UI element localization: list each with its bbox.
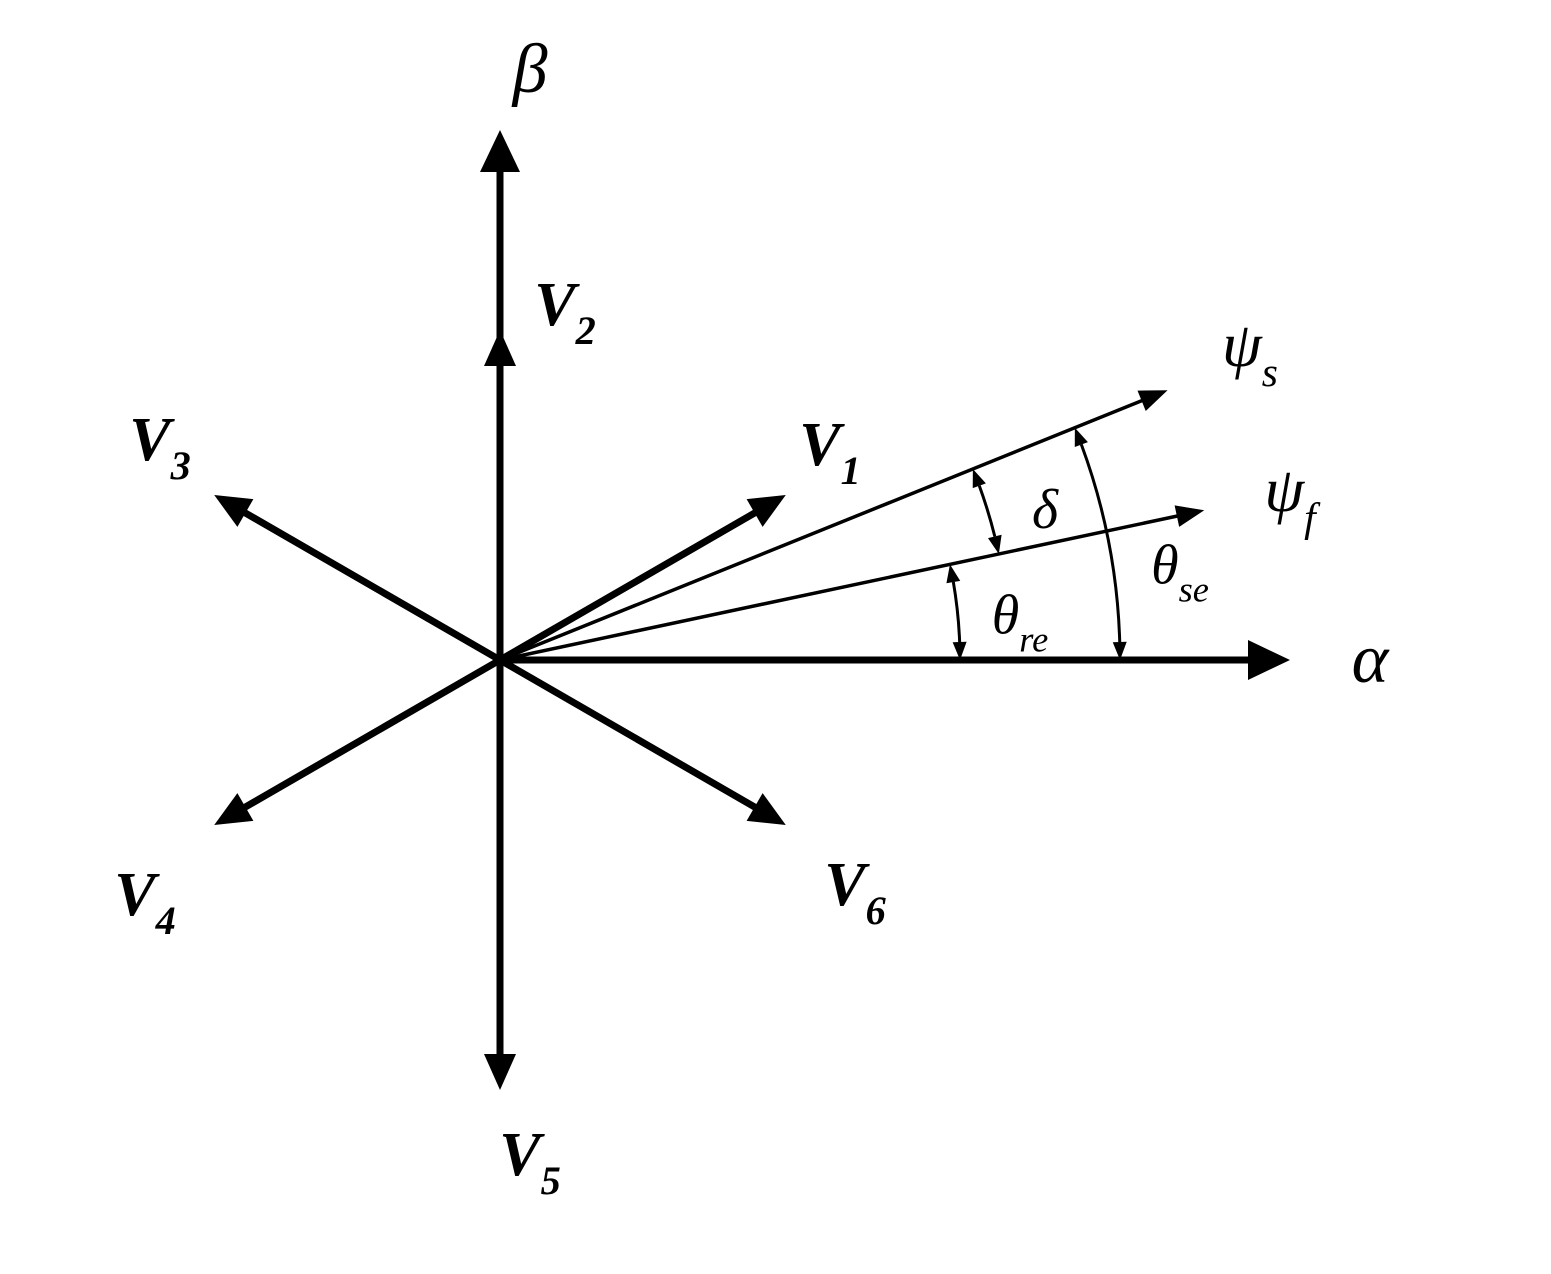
vector-V3-label-sub: 3 bbox=[171, 444, 191, 489]
axis-beta-label: β bbox=[513, 35, 548, 105]
vector-V5-head bbox=[484, 1054, 516, 1090]
arc-delta-arc bbox=[979, 486, 994, 537]
arc-delta-label: δ bbox=[1032, 482, 1058, 538]
flux-psi_s-label-base: ψ bbox=[1222, 309, 1262, 380]
vector-V3-label: V3 bbox=[129, 409, 191, 481]
flux-psi_f-label: ψf bbox=[1264, 458, 1315, 532]
flux-psi_f-shaft bbox=[500, 516, 1177, 660]
arc-theta_re-label-sub: re bbox=[1019, 619, 1048, 659]
flux-psi_s-label: ψs bbox=[1222, 313, 1278, 387]
arc-theta_se-label-base: θ bbox=[1151, 535, 1179, 597]
vector-V1-label-sub: 1 bbox=[841, 449, 861, 494]
axis-alpha-label-base: α bbox=[1352, 621, 1389, 698]
arc-theta_se-label-sub: se bbox=[1179, 569, 1209, 609]
vector-V5-label-sub: 5 bbox=[541, 1159, 561, 1204]
vector-V6-label: V6 bbox=[824, 854, 886, 926]
arc-delta-label-base: δ bbox=[1032, 479, 1058, 541]
flux-psi_f-label-base: ψ bbox=[1264, 454, 1304, 525]
arc-theta_re-label-base: θ bbox=[992, 585, 1020, 647]
vector-diagram: αβV1V2V3V4V5V6ψsψfθreδθse bbox=[0, 0, 1551, 1274]
axis-beta-head bbox=[480, 130, 520, 172]
axis-beta-label-base: β bbox=[513, 31, 548, 108]
vector-V4-label: V4 bbox=[114, 864, 176, 936]
vector-V6-label-sub: 6 bbox=[866, 889, 886, 934]
arc-theta_se-label: θse bbox=[1151, 538, 1209, 603]
axis-alpha-label: α bbox=[1352, 625, 1389, 695]
vector-V6-shaft bbox=[500, 660, 755, 807]
vector-V4-label-sub: 4 bbox=[156, 899, 176, 944]
vector-V1-label-base: V bbox=[799, 411, 840, 479]
vector-V5-label: V5 bbox=[499, 1124, 561, 1196]
vector-V3-label-base: V bbox=[129, 406, 170, 474]
diagram-svg bbox=[0, 0, 1551, 1274]
vector-V2-label-base: V bbox=[534, 271, 575, 339]
vector-V2-label-sub: 2 bbox=[576, 309, 596, 354]
vector-V4-label-base: V bbox=[114, 861, 155, 929]
axis-alpha-head bbox=[1248, 640, 1290, 680]
vector-V2-head bbox=[484, 330, 516, 366]
flux-psi_s-head bbox=[1137, 390, 1167, 411]
arc-theta_re-label: θre bbox=[992, 588, 1048, 653]
vector-V5-label-base: V bbox=[499, 1121, 540, 1189]
flux-psi_f-label-sub: f bbox=[1304, 494, 1316, 540]
vector-V3-shaft bbox=[245, 513, 500, 660]
flux-psi_s-label-sub: s bbox=[1262, 349, 1278, 395]
vector-V1-label: V1 bbox=[799, 414, 861, 486]
vector-V4-shaft bbox=[245, 660, 500, 807]
vector-V6-label-base: V bbox=[824, 851, 865, 919]
vector-V1-shaft bbox=[500, 513, 755, 660]
arc-theta_se-arc bbox=[1081, 445, 1119, 642]
arc-theta_re-arc bbox=[953, 582, 959, 642]
flux-psi_f-head bbox=[1175, 505, 1205, 527]
vector-V2-label: V2 bbox=[534, 274, 596, 346]
